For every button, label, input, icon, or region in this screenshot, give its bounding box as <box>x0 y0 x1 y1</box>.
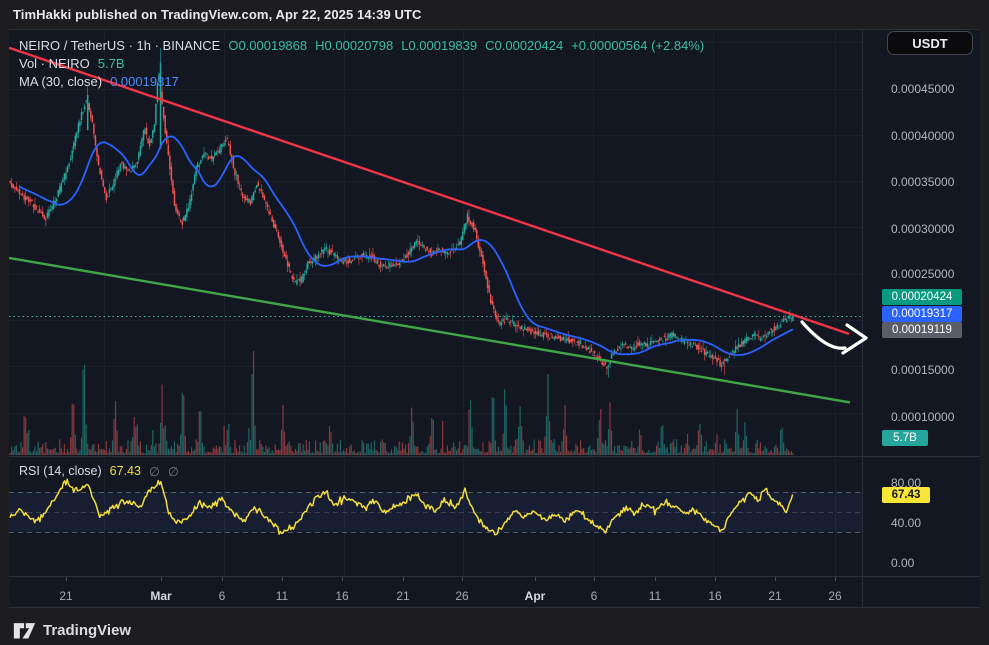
time-axis-label: 26 <box>828 589 842 603</box>
time-axis-label: 16 <box>335 589 349 603</box>
time-axis-label: Apr <box>524 589 546 603</box>
last-price-badge: 0.00020424 <box>882 289 962 305</box>
price-axis-label: 0.00015000 <box>891 363 955 377</box>
tradingview-logo-icon <box>13 623 36 639</box>
publisher-bar-text: TimHakki published on TradingView.com, A… <box>13 7 422 22</box>
ma-label: MA (30, close) <box>19 73 103 89</box>
symbol-legend-row: NEIRO / TetherUS · 1h · BINANCE O0.00019… <box>19 37 704 53</box>
tradingview-brand-text: TradingView <box>43 621 132 639</box>
volume-label: Vol · NEIRO <box>19 55 90 71</box>
volume-value: 5.7B <box>97 55 125 71</box>
volume-legend-row: Vol · NEIRO 5.7B <box>19 55 125 71</box>
rsi-hidden-icon: ∅ <box>167 464 179 479</box>
ma-value: 0.00019317 <box>110 73 179 89</box>
symbol-title: NEIRO / TetherUS · 1h · BINANCE <box>19 37 221 53</box>
rsi-axis-label: 0.00 <box>891 556 915 570</box>
ohlc-high: H0.00020798 <box>315 37 394 53</box>
ma-price-badge: 0.00019317 <box>882 306 962 322</box>
time-axis-label: 11 <box>648 589 662 603</box>
rsi-value-badge: 67.43 <box>882 487 930 503</box>
volume-badge: 5.7B <box>882 430 928 446</box>
price-axis-label: 0.00045000 <box>891 82 955 96</box>
rsi-legend-row: RSI (14, close) 67.43 ∅ ∅ <box>19 463 179 479</box>
currency-toggle-button[interactable]: USDT <box>887 31 973 55</box>
time-axis-label: 6 <box>218 589 226 603</box>
ohlc-open: O0.00019868 <box>228 37 308 53</box>
price-axis-label: 0.00010000 <box>891 410 955 424</box>
time-axis-label: 16 <box>708 589 722 603</box>
time-axis-label: 21 <box>396 589 410 603</box>
time-axis-label: 11 <box>275 589 289 603</box>
time-axis-label: 26 <box>455 589 469 603</box>
time-axis-label: Mar <box>150 589 172 603</box>
ohlc-change: +0.00000564 (+2.84%) <box>571 37 705 53</box>
price-axis-label: 0.00030000 <box>891 222 955 236</box>
rsi-axis-label: 80.00 <box>891 476 922 490</box>
ohlc-close: C0.00020424 <box>485 37 564 53</box>
time-axis-label: 6 <box>590 589 598 603</box>
level-price-badge: 0.00019119 <box>882 322 962 338</box>
price-axis-label: 0.00040000 <box>891 129 955 143</box>
price-axis-label: 0.00025000 <box>891 267 955 281</box>
ohlc-low: L0.00019839 <box>401 37 478 53</box>
time-axis-label: 21 <box>768 589 782 603</box>
price-axis-label: 0.00035000 <box>891 175 955 189</box>
rsi-label: RSI (14, close) <box>19 464 102 478</box>
ma-legend-row: MA (30, close) 0.00019317 <box>19 73 179 89</box>
rsi-axis-label: 40.00 <box>891 516 922 530</box>
tradingview-brand-link[interactable]: TradingView <box>13 617 131 643</box>
rsi-value: 67.43 <box>109 464 141 478</box>
time-axis-label: 21 <box>59 589 73 603</box>
rsi-hidden-icon: ∅ <box>148 464 160 479</box>
